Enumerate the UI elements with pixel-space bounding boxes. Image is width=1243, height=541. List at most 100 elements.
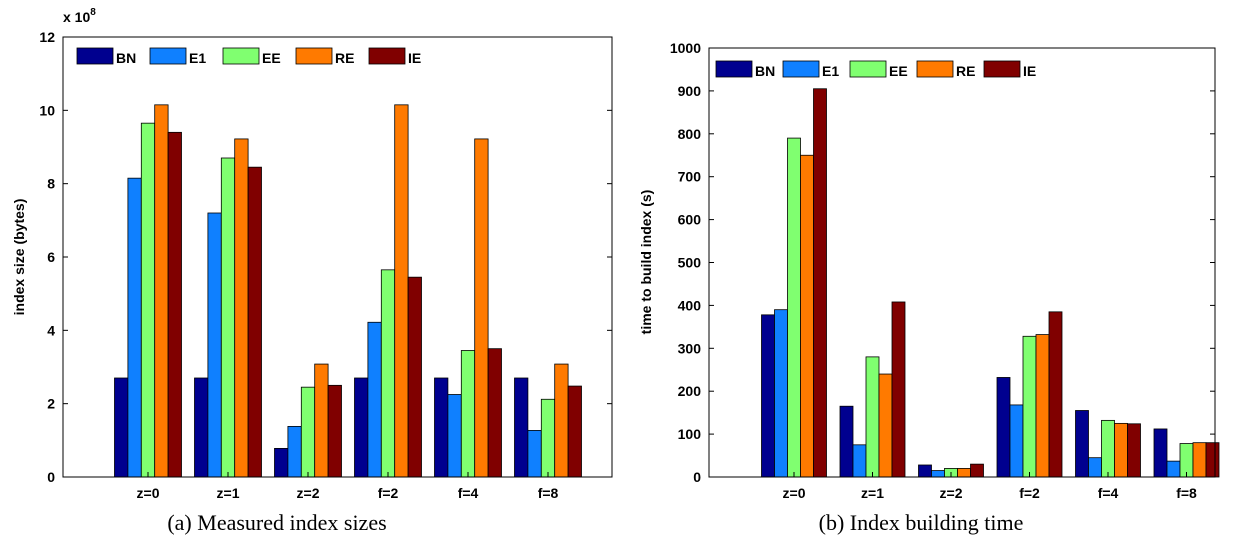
bar-re-z=2	[314, 363, 329, 478]
bar-ie-f=4	[1127, 423, 1141, 478]
bar-bn-f=2	[354, 377, 369, 478]
legend-swatch-ee	[222, 47, 260, 65]
bar-e1-f=2	[367, 321, 382, 478]
x-tick-label: f=2	[1019, 485, 1040, 501]
bar-re-z=0	[154, 104, 169, 478]
chart-caption: (b) Index building time	[819, 510, 1024, 535]
y-tick-label: 400	[678, 297, 702, 313]
bar-re-f=4	[1114, 422, 1128, 478]
bar-bn-f=8	[1153, 428, 1168, 478]
y-tick-label: 500	[678, 255, 702, 271]
y-tick-label: 700	[678, 169, 702, 185]
legend-label-re: RE	[956, 63, 975, 79]
y-tick-label: 12	[39, 29, 55, 45]
y-axis-label: time to build index (s)	[638, 190, 654, 335]
y-axis-exponent-base: x 10	[63, 9, 90, 25]
legend-label-e1: E1	[189, 50, 206, 66]
y-tick-label: 4	[47, 322, 55, 338]
y-ticks: 0 2 4 6 8 10 12	[39, 29, 612, 485]
y-tick-label: 8	[47, 176, 55, 192]
bar-bn-f=8	[514, 377, 529, 478]
bar-bn-f=2	[996, 377, 1011, 478]
x-tick-labels: z=0 z=1 z=2 f=2 f=4 f=8	[137, 472, 559, 501]
bar-ie-f=8	[1205, 442, 1220, 478]
y-axis-exponent: x 108	[63, 7, 96, 25]
bar-ee-z=0	[140, 122, 156, 478]
x-tick-label: z=1	[861, 485, 884, 501]
legend-swatch-ie	[983, 60, 1021, 78]
legend-label-ee: EE	[262, 50, 281, 66]
bar-re-f=2	[1035, 334, 1050, 478]
bar-ie-z=0	[813, 88, 827, 478]
bar-bn-f=4	[1075, 410, 1089, 478]
x-tick-label: z=2	[297, 485, 320, 501]
x-tick-label: f=4	[458, 485, 479, 501]
y-tick-label: 2	[47, 396, 55, 412]
bar-re-f=2	[394, 104, 409, 478]
legend-label-ie: IE	[1023, 63, 1036, 79]
bar-bn-z=1	[194, 377, 209, 478]
bar-bn-z=1	[839, 405, 854, 478]
y-tick-label: 900	[678, 83, 702, 99]
chart-caption: (a) Measured index sizes	[167, 510, 386, 535]
bar-re-z=2	[957, 468, 971, 478]
bar-ie-z=0	[167, 131, 182, 478]
bar-ee-z=1	[220, 157, 236, 478]
bar-e1-z=2	[931, 470, 945, 478]
bar-e1-z=1	[852, 444, 867, 478]
bar-ee-z=1	[865, 356, 880, 478]
legend-label-e1: E1	[822, 63, 839, 79]
bar-ee-z=2	[300, 386, 316, 478]
y-ticks: 0 100 200 300 400 500 600 700 800 900 1000	[670, 40, 1215, 485]
bar-ee-f=2	[380, 269, 396, 478]
bar-ie-f=4	[487, 348, 502, 478]
legend-swatch-ee	[849, 60, 887, 78]
bar-bn-f=4	[434, 377, 449, 478]
x-tick-label: z=0	[137, 485, 160, 501]
bar-e1-f=4	[447, 394, 462, 478]
legend-label-bn: BN	[755, 63, 775, 79]
x-tick-label: z=0	[783, 485, 806, 501]
bar-e1-z=0	[774, 309, 788, 478]
x-tick-label: f=2	[378, 485, 399, 501]
bar-ie-f=2	[407, 276, 422, 478]
bar-ee-f=8	[1179, 443, 1194, 478]
bar-ee-f=4	[460, 350, 476, 478]
y-tick-label: 10	[39, 102, 55, 118]
bar-re-z=1	[878, 373, 893, 478]
bar-re-z=0	[800, 154, 814, 478]
x-tick-labels: z=0 z=1 z=2 f=2 f=4 f=8	[783, 472, 1197, 501]
bar-e1-z=2	[287, 425, 302, 478]
bar-ie-f=8	[567, 385, 582, 478]
bar-bn-z=0	[761, 314, 775, 478]
bar-ee-f=4	[1101, 419, 1115, 478]
bar-ie-z=1	[247, 166, 262, 478]
legend: BN E1 EE RE IE	[76, 47, 421, 66]
bar-e1-z=0	[127, 177, 142, 478]
bar-bn-z=2	[274, 447, 289, 478]
y-tick-label: 800	[678, 126, 702, 142]
bar-e1-f=8	[1166, 460, 1181, 478]
x-tick-label: f=8	[1176, 485, 1197, 501]
y-axis-exponent-power: 8	[90, 7, 96, 18]
bar-ee-z=0	[787, 137, 801, 478]
y-tick-label: 1000	[670, 40, 701, 56]
bar-re-f=8	[1192, 442, 1207, 478]
x-tick-label: z=2	[940, 485, 963, 501]
bar-re-f=8	[554, 363, 569, 478]
legend-swatch-re	[295, 47, 333, 65]
y-tick-label: 0	[47, 469, 55, 485]
x-tick-label: z=1	[217, 485, 240, 501]
y-tick-label: 0	[693, 469, 701, 485]
y-tick-label: 300	[678, 340, 702, 356]
y-tick-label: 600	[678, 212, 702, 228]
bar-ie-f=2	[1048, 311, 1063, 478]
legend-label-ie: IE	[408, 50, 421, 66]
bar-e1-f=4	[1088, 457, 1102, 478]
y-tick-label: 6	[47, 249, 55, 265]
bar-ie-z=1	[891, 301, 906, 478]
legend-swatch-bn	[76, 47, 114, 65]
legend-swatch-bn	[715, 60, 753, 78]
bar-re-f=4	[474, 138, 489, 478]
